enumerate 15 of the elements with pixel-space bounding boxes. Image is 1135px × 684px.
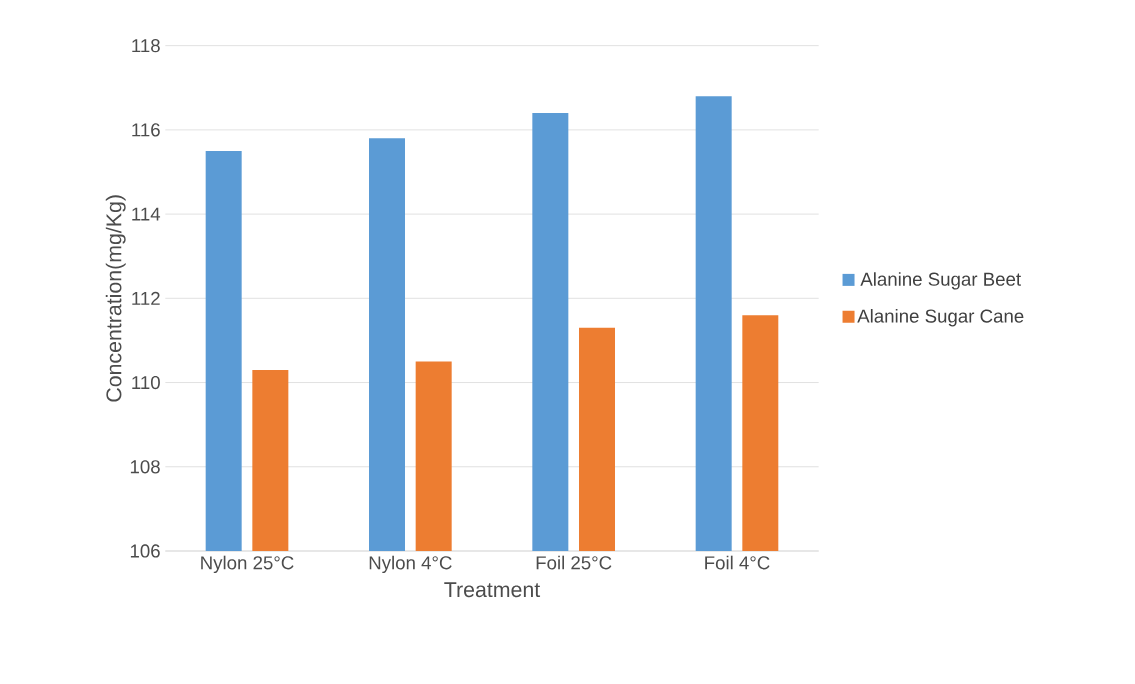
x-tick-label: Nylon 4°C: [369, 555, 452, 574]
y-axis-title: Concentration(mg/Kg): [105, 195, 126, 402]
y-tick-label: 112: [132, 291, 160, 305]
x-tick-label: Foil 4°C: [705, 555, 770, 570]
y-tick-label: 110: [132, 375, 160, 390]
x-axis-title: Treatment: [444, 582, 541, 598]
legend-label: Alanine Sugar Beet: [860, 272, 1021, 290]
y-tick-label: 114: [132, 207, 161, 221]
y-tick-label: 116: [132, 123, 160, 137]
y-tick-label: 106: [130, 544, 160, 558]
legend-label: Alanine Sugar Cane: [857, 308, 1024, 327]
y-tick-label: 108: [130, 460, 160, 474]
x-tick-label: Nylon 25°C: [201, 555, 294, 574]
y-tick-label: 118: [132, 39, 160, 53]
x-tick-label: Foil 25°C: [536, 555, 612, 570]
